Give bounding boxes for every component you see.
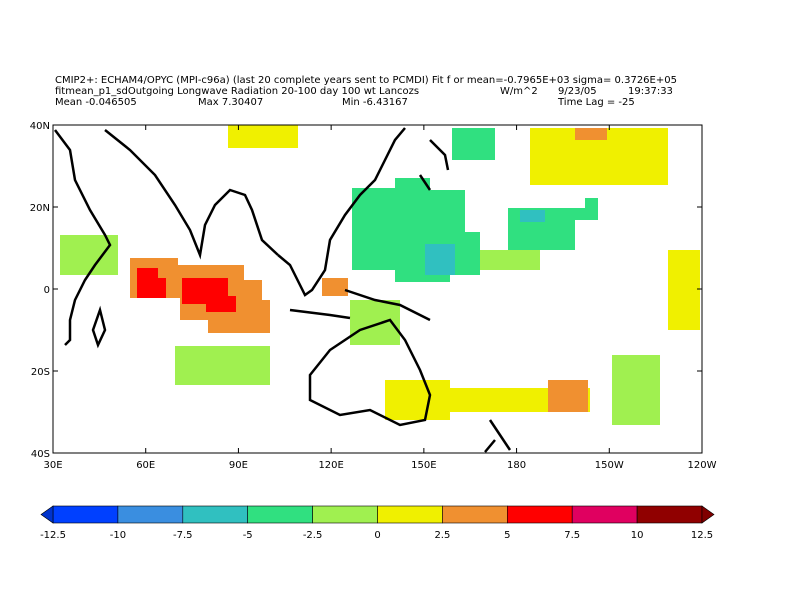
colorbar-swatch (182, 505, 249, 524)
colorbar-swatch (636, 505, 703, 524)
colorbar-high-arrow (701, 505, 715, 524)
colorbar-swatch (312, 505, 378, 524)
header-time: 19:37:33 (628, 86, 673, 97)
lon-tick-label: 30E (43, 460, 62, 471)
region-negative-ep2 (520, 210, 545, 222)
colorbar-label: -7.5 (173, 530, 193, 541)
header-lag: Time Lag = -25 (558, 97, 635, 108)
lon-tick-label: 120E (318, 460, 343, 471)
region-yellow-5 (228, 125, 298, 148)
header-min: Min -6.43167 (342, 97, 408, 108)
colorbar-swatch (117, 505, 184, 524)
lon-tick-label: 180 (507, 460, 526, 471)
colorbar-label: -5 (243, 530, 253, 541)
colorbar-swatch (571, 505, 638, 524)
colorbar-label: 5 (504, 530, 510, 541)
colorbar-low-arrow (40, 505, 54, 524)
header-date: 9/23/05 (558, 86, 597, 97)
lat-tick-label: 20S (31, 367, 50, 378)
region-yellow-4 (668, 250, 700, 330)
axis-ticks (52, 124, 703, 454)
region-lightgreen-1 (480, 250, 540, 270)
region-lightgreen-4 (350, 300, 400, 345)
region-negative-wp2 (425, 244, 455, 275)
coastline-madagascar (91, 305, 107, 349)
header-max: Max 7.30407 (198, 97, 264, 108)
region-positive-io-red (137, 268, 166, 298)
colorbar-swatch (377, 505, 443, 524)
coastline-africa (54, 129, 112, 346)
region-lightgreen-5 (60, 235, 118, 275)
colorbar-label: -2.5 (303, 530, 323, 541)
colorbar-swatch (247, 505, 313, 524)
region-positive-io-red2 (182, 278, 236, 312)
colorbar-label: 7.5 (564, 530, 580, 541)
lon-tick-label: 60E (136, 460, 155, 471)
colorbar-label: 0 (374, 530, 380, 541)
coastline-arabia-india (104, 129, 279, 260)
colorbar-label: 12.5 (691, 530, 713, 541)
colorbar-label: -12.5 (40, 530, 66, 541)
heatmap-cells (60, 125, 700, 425)
lon-tick-label: 150W (595, 460, 624, 471)
colorbar-swatch (506, 505, 573, 524)
region-yellow-3 (530, 128, 668, 185)
coastline-japan (418, 139, 450, 191)
header-units: W/m^2 (500, 86, 538, 97)
lon-tick-label: 150E (411, 460, 436, 471)
header-mean: Mean -0.046505 (55, 97, 137, 108)
region-orange-ne (575, 128, 607, 140)
lon-tick-label: 120W (688, 460, 717, 471)
region-negative-wp (352, 178, 480, 282)
region-lightgreen-3 (612, 355, 660, 425)
lat-tick-label: 0 (44, 285, 50, 296)
region-yellow-1 (385, 380, 450, 420)
coastlines (54, 127, 512, 453)
coastline-australia (308, 318, 432, 427)
region-lightgreen-2 (175, 346, 270, 385)
header-line1: CMIP2+: ECHAM4/OPYC (MPI-c96a) (last 20 … (55, 75, 677, 86)
coastline-indonesia (289, 288, 431, 322)
colorbar-labels: -12.5 -10 -7.5 -5 -2.5 0 2.5 5 7.5 10 12.5 (40, 530, 713, 541)
colorbar-swatch (442, 505, 508, 524)
coastline-nz (484, 419, 512, 453)
region-negative-np (452, 128, 495, 160)
region-negative-ep (508, 198, 598, 250)
lon-tick-label: 90E (229, 460, 248, 471)
colorbar-swatch (52, 505, 119, 524)
colorbar-label: 2.5 (434, 530, 450, 541)
lat-tick-label: 40N (30, 121, 50, 132)
lat-tick-label: 40S (31, 449, 50, 460)
colorbar-label: 10 (631, 530, 644, 541)
coastline-se-asia (277, 127, 406, 297)
region-orange-se (548, 380, 588, 412)
lat-tick-label: 20N (30, 203, 50, 214)
region-orange-mc (322, 278, 348, 296)
colorbar (40, 505, 715, 524)
colorbar-label: -10 (110, 530, 126, 541)
header-variable: fitmean_p1_sdOutgoing Longwave Radiation… (55, 86, 420, 97)
